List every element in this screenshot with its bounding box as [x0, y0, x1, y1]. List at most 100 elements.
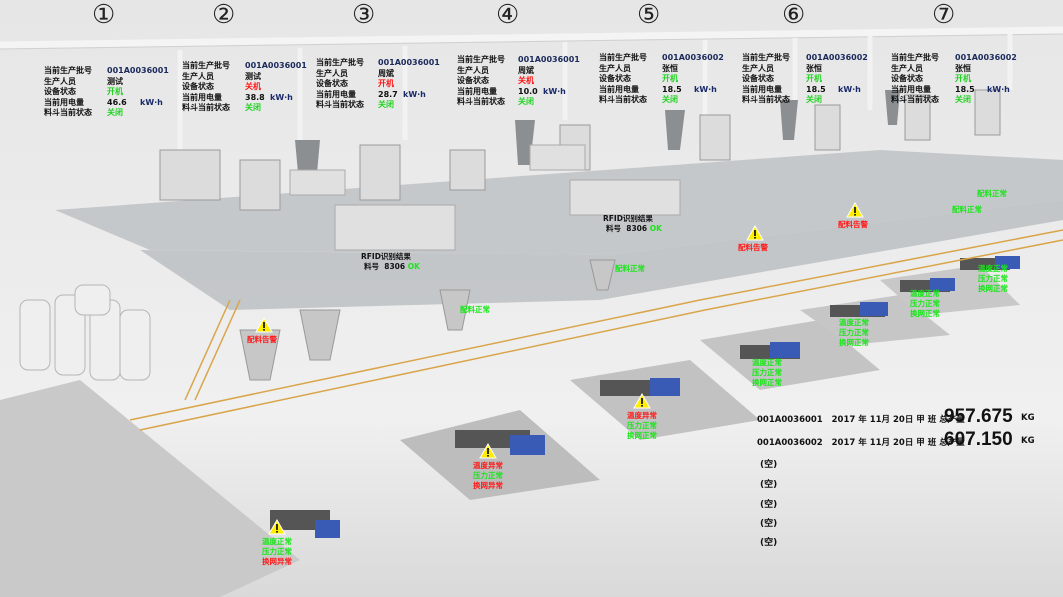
- panel-label: 当前生产批号: [44, 66, 92, 75]
- panel-row-batch: 当前生产批号 001A0036001: [457, 55, 580, 66]
- panel-value-status: 开机: [107, 87, 123, 96]
- panel-value-power: 46.6: [107, 97, 127, 107]
- panel-value-power: 10.0: [518, 86, 538, 96]
- panel-label: 料斗当前状态: [742, 95, 790, 104]
- panel-value-status: 开机: [955, 74, 971, 83]
- panel-row-status: 设备状态 开机: [44, 87, 123, 98]
- production-batch: 001A0036001: [757, 415, 823, 425]
- panel-unit: kW·h: [270, 92, 293, 102]
- panel-value-operator: 周斌: [518, 65, 534, 75]
- mixing-status: 配料正常: [460, 305, 490, 314]
- panel-row-status: 设备状态 关机: [457, 76, 534, 87]
- equipment-info-panel: 当前生产批号 001A0036002 生产人员 张恒 设备状态 开机 当前用电量 18.5 kW…: [891, 53, 1017, 106]
- production-desc: 2017 年 11月 20日 甲 班 总产量: [831, 438, 965, 448]
- panel-value-operator: 测试: [245, 71, 261, 81]
- extruder-status: 温度正常: [752, 358, 782, 367]
- section-number: ⑦: [932, 0, 956, 30]
- panel-row-status: 设备状态 开机: [891, 74, 971, 85]
- rfid-result: RFID识别结果 料号 8306 OK: [603, 214, 662, 234]
- silos: [19, 284, 151, 381]
- rfid-part: 8306: [384, 262, 406, 271]
- panel-row-power: 当前用电量 18.5 kW·h: [742, 85, 861, 96]
- panel-value-hopper: 关闭: [806, 95, 822, 104]
- empty-slot: (空): [760, 460, 778, 470]
- warning-icon: [846, 202, 864, 218]
- warning-icon: [255, 317, 273, 333]
- production-unit: KG: [1021, 413, 1035, 423]
- empty-slot: (空): [760, 480, 778, 490]
- extruder-status: 温度正常: [262, 537, 292, 546]
- extruder-status: 压力正常: [627, 421, 657, 430]
- panel-row-batch: 当前生产批号 001A0036002: [891, 53, 1017, 64]
- panel-row-hopper: 料斗当前状态 关闭: [44, 108, 123, 119]
- panel-label: 生产人员: [182, 71, 214, 81]
- panel-label: 料斗当前状态: [599, 95, 647, 104]
- panel-unit: kW·h: [543, 86, 566, 96]
- rfid-part: 8306: [626, 224, 648, 233]
- panel-label: 生产人员: [44, 76, 76, 86]
- mixing-status: 配料正常: [615, 264, 645, 273]
- panel-value-power: 28.7: [378, 89, 398, 99]
- extruders: [270, 256, 1020, 538]
- panel-label: 设备状态: [742, 74, 774, 83]
- panel-label: 料斗当前状态: [891, 95, 939, 104]
- panel-row-hopper: 料斗当前状态 关闭: [742, 95, 822, 106]
- panel-row-batch: 当前生产批号 001A0036001: [316, 58, 440, 69]
- panel-value-batch: 001A0036001: [518, 55, 580, 64]
- panel-label: 当前生产批号: [182, 61, 230, 70]
- panel-value-operator: 测试: [107, 76, 123, 86]
- rfid-ok: OK: [407, 262, 420, 271]
- panel-value-power: 18.5: [662, 84, 682, 94]
- production-desc: 2017 年 11月 20日 甲 班 总产量: [831, 415, 965, 425]
- panel-value-status: 开机: [806, 74, 822, 83]
- panel-label: 设备状态: [44, 87, 76, 96]
- section-number: ⑤: [637, 0, 661, 30]
- rfid-ok: OK: [649, 224, 662, 233]
- mixing-status: 配料告警: [838, 220, 868, 229]
- panel-row-hopper: 料斗当前状态 关闭: [891, 95, 971, 106]
- bag-stacks: [289, 144, 681, 251]
- panel-value-status: 关机: [245, 82, 261, 91]
- panel-row-power: 当前用电量 18.5 kW·h: [891, 84, 1010, 96]
- rfid-part-label: 料号: [364, 262, 379, 271]
- panel-row-operator: 生产人员 周斌: [316, 68, 394, 80]
- extruder-status: 压力正常: [473, 471, 503, 480]
- floor-slab: [400, 410, 600, 500]
- mixing-status: 配料正常: [977, 189, 1007, 198]
- panel-label: 料斗当前状态: [457, 97, 505, 106]
- empty-slot: (空): [760, 538, 778, 548]
- cones: [239, 259, 616, 381]
- panel-label: 当前用电量: [891, 84, 931, 94]
- panel-unit: kW·h: [838, 84, 861, 94]
- floor-slab: [0, 380, 300, 597]
- panel-label: 当前生产批号: [599, 53, 647, 62]
- panel-label: 当前用电量: [316, 89, 356, 99]
- extruder-status: 换网正常: [910, 309, 940, 318]
- extruder-status: 压力正常: [839, 328, 869, 337]
- panel-row-operator: 生产人员 测试: [44, 76, 123, 88]
- panel-row-operator: 生产人员 测试: [182, 71, 261, 83]
- panel-row-operator: 生产人员 周斌: [457, 66, 534, 77]
- rfid-title: RFID识别结果: [361, 252, 411, 261]
- panel-label: 当前用电量: [599, 84, 639, 94]
- panel-row-batch: 当前生产批号 001A0036001: [182, 61, 307, 72]
- panel-row-power: 当前用电量 28.7 kW·h: [316, 89, 426, 101]
- section-number: ④: [496, 0, 520, 30]
- panel-value-operator: 周斌: [378, 68, 394, 78]
- panel-value-hopper: 关闭: [662, 95, 678, 104]
- production-batch: 001A0036002: [757, 438, 823, 448]
- panel-row-batch: 当前生产批号 001A0036001: [44, 66, 169, 77]
- panel-label: 当前生产批号: [742, 53, 790, 62]
- mixing-status: 配料正常: [952, 205, 982, 214]
- equipment-info-panel: 当前生产批号 001A0036002 生产人员 张恒 设备状态 开机 当前用电量 18.5 kW…: [742, 53, 868, 106]
- panel-unit: kW·h: [694, 84, 717, 94]
- panel-label: 设备状态: [891, 74, 923, 83]
- panel-value-hopper: 关闭: [378, 100, 394, 109]
- panel-row-power: 当前用电量 46.6 kW·h: [44, 98, 163, 109]
- panel-label: 生产人员: [316, 68, 348, 78]
- panel-value-hopper: 关闭: [245, 103, 261, 112]
- extruder-status: 压力正常: [262, 547, 292, 556]
- section-number: ⑥: [782, 0, 806, 30]
- panel-row-batch: 当前生产批号 001A0036002: [599, 53, 724, 64]
